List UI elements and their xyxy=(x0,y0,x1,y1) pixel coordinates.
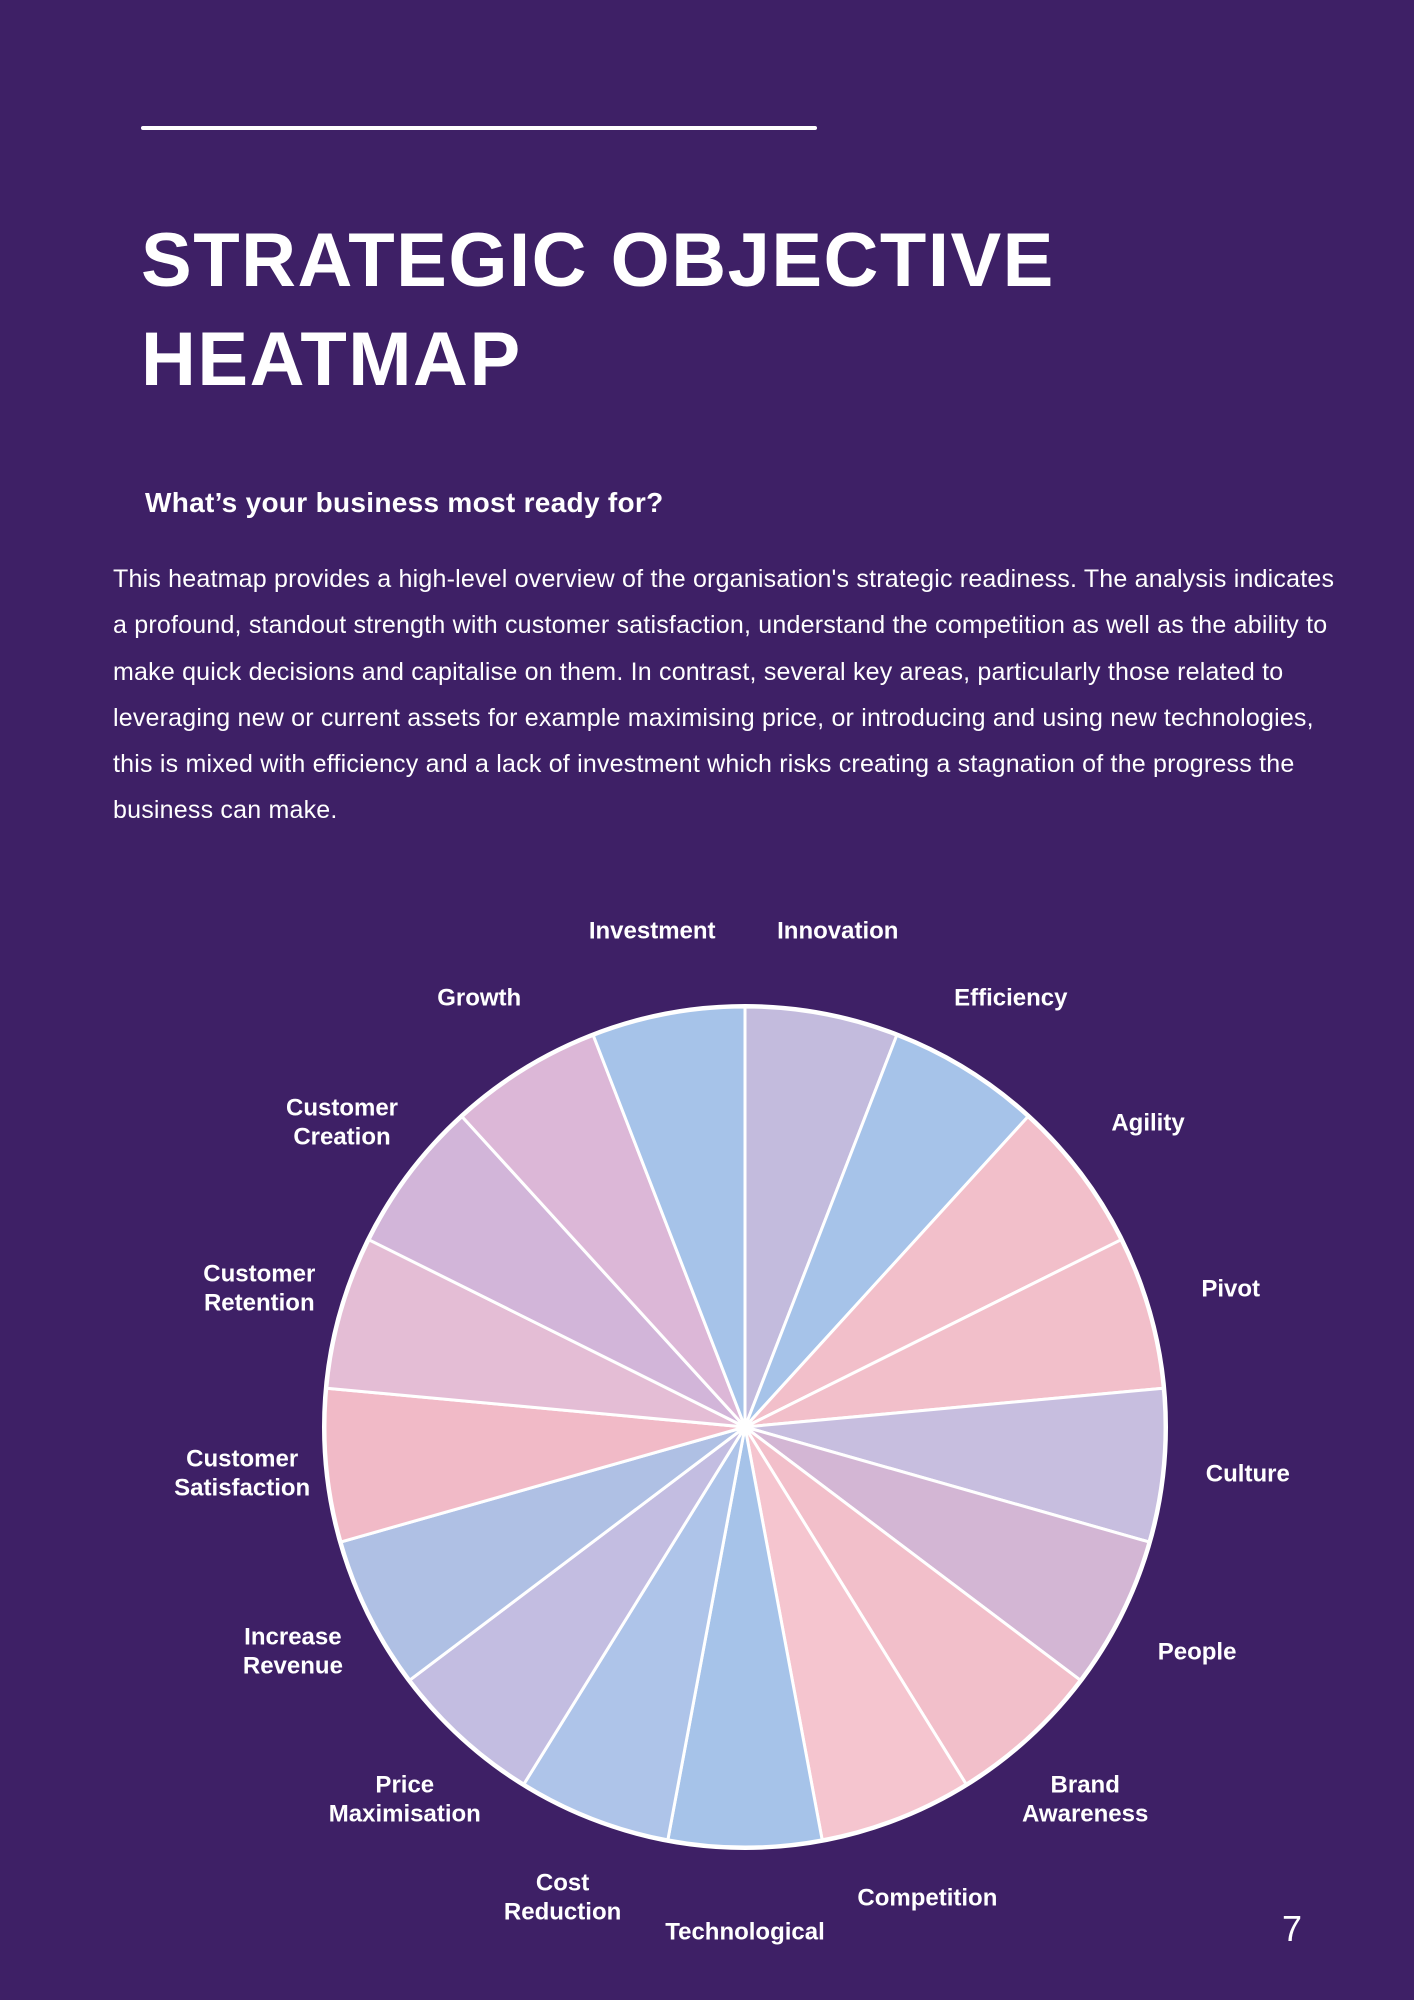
slice-label-investment: Investment xyxy=(588,916,716,944)
slice-label-technological: Technological xyxy=(665,1918,825,1946)
slice-label-customer-retention: Customer Retention xyxy=(203,1260,316,1317)
slice-label-innovation: Innovation xyxy=(777,916,899,944)
slice-label-pivot: Pivot xyxy=(1201,1275,1261,1303)
page-title-line-1: STRATEGIC OBJECTIVE xyxy=(141,218,1055,303)
intro-paragraph: This heatmap provides a high-level overv… xyxy=(113,565,1335,825)
page-title-line-2: HEATMAP xyxy=(141,316,522,402)
page-number: 7 xyxy=(1282,1908,1303,1949)
page-subtitle: What’s your business most ready for? xyxy=(145,487,664,518)
slice-label-cost-reduction: Cost Reduction xyxy=(503,1869,622,1926)
slice-label-culture: Culture xyxy=(1205,1459,1290,1487)
slice-label-customer-satisfaction: Customer Satisfaction xyxy=(174,1445,311,1502)
page-title: STRATEGIC OBJECTIVE HEATMAP xyxy=(141,212,1055,410)
heatmap-pie-chart xyxy=(322,1004,1168,1850)
accent-rule xyxy=(141,126,817,130)
slice-label-competition: Competition xyxy=(857,1884,998,1912)
pie-outer-ring xyxy=(322,1004,1168,1850)
